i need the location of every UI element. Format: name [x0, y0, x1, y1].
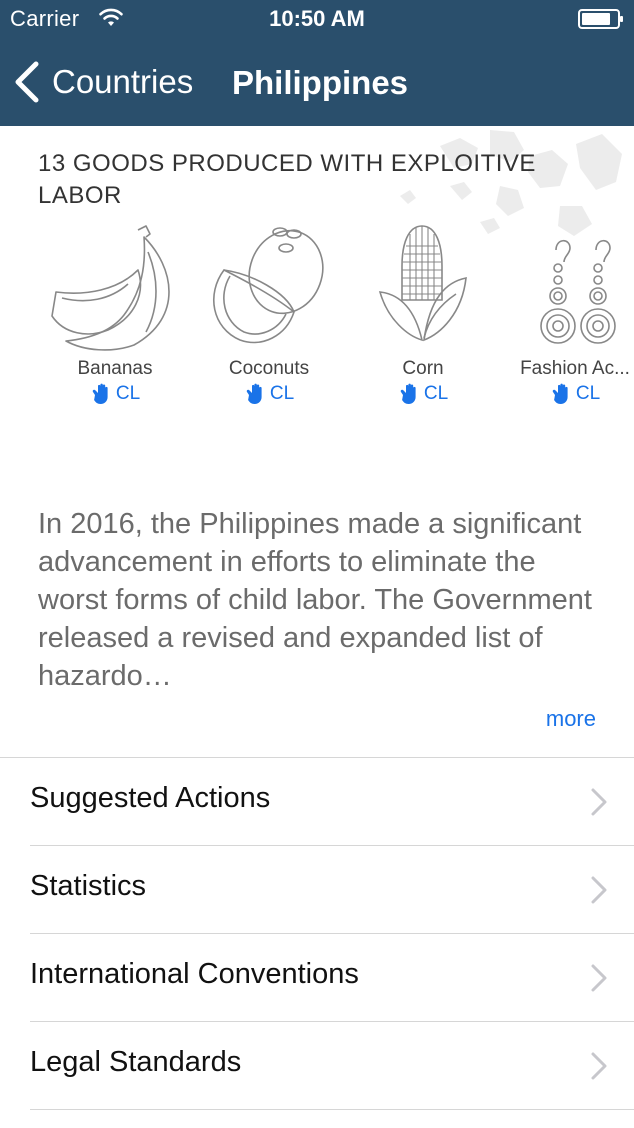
divider — [30, 1021, 634, 1022]
back-button[interactable]: Countries — [12, 58, 193, 106]
list-item-label: Suggested Actions — [30, 782, 271, 814]
chevron-left-icon — [15, 61, 39, 103]
list-item-label: Legal Standards — [30, 1046, 242, 1078]
hand-icon — [246, 383, 262, 404]
good-name: Coconuts — [228, 358, 310, 379]
section-list: Suggested Actions Statistics Internation… — [0, 757, 634, 1110]
top-bar: Carrier 10:50 AM Countries Philippines — [0, 0, 634, 126]
list-item-suggested-actions[interactable]: Suggested Actions — [0, 758, 634, 846]
good-item-bananas[interactable]: Bananas CL — [40, 222, 190, 411]
chevron-right-icon — [591, 1052, 607, 1080]
more-link[interactable]: more — [545, 706, 596, 731]
summary-text: In 2016, the Philippines made a signific… — [38, 508, 592, 692]
good-name: Bananas — [77, 358, 153, 379]
list-item-label: International Conventions — [30, 958, 359, 990]
good-name: Corn — [402, 358, 444, 379]
hand-icon — [92, 383, 108, 404]
earrings-icon — [540, 239, 616, 344]
chevron-right-icon — [591, 788, 607, 816]
battery-icon — [578, 9, 623, 29]
good-name: Fashion Ac... — [520, 358, 630, 379]
divider — [30, 1109, 634, 1110]
tag-label: CL — [269, 383, 295, 404]
goods-section: 13 GOODS PRODUCED WITH EXPLOITIVE LABOR … — [0, 126, 634, 486]
good-item-fashion-accessories[interactable]: Fashion Ac... CL — [500, 222, 634, 411]
hand-icon — [400, 383, 416, 404]
chevron-right-icon — [591, 964, 607, 992]
tag-label: CL — [575, 383, 601, 404]
list-item-international-conventions[interactable]: International Conventions — [0, 934, 634, 1022]
bananas-icon — [51, 225, 170, 351]
clock: 10:50 AM — [269, 6, 365, 31]
divider — [30, 933, 634, 934]
country-summary: In 2016, the Philippines made a signific… — [38, 505, 608, 695]
country-map-watermark — [400, 130, 622, 236]
divider — [0, 757, 634, 758]
page-title: Philippines — [232, 64, 409, 101]
goods-heading: 13 GOODS PRODUCED WITH EXPLOITIVE LABOR — [38, 150, 536, 209]
child-labor-tag[interactable]: CL — [244, 382, 294, 406]
good-item-corn[interactable]: Corn CL — [348, 222, 498, 411]
list-item-legal-standards[interactable]: Legal Standards — [0, 1022, 634, 1110]
carrier-label: Carrier — [10, 6, 80, 31]
wifi-icon — [99, 8, 123, 26]
list-item-statistics[interactable]: Statistics — [0, 846, 634, 934]
child-labor-tag[interactable]: CL — [398, 382, 448, 406]
tag-label: CL — [115, 383, 141, 404]
coconuts-icon — [212, 227, 324, 344]
divider — [30, 845, 634, 846]
chevron-right-icon — [591, 876, 607, 904]
back-label: Countries — [52, 63, 194, 100]
status-bar: Carrier 10:50 AM — [0, 0, 634, 40]
child-labor-tag[interactable]: CL — [90, 382, 140, 406]
list-item-label: Statistics — [30, 870, 147, 902]
corn-icon — [378, 225, 467, 342]
tag-label: CL — [423, 383, 449, 404]
hand-icon — [552, 383, 568, 404]
child-labor-tag[interactable]: CL — [550, 382, 600, 406]
good-item-coconuts[interactable]: Coconuts CL — [194, 222, 344, 411]
navigation-bar: Countries Philippines — [0, 40, 634, 126]
